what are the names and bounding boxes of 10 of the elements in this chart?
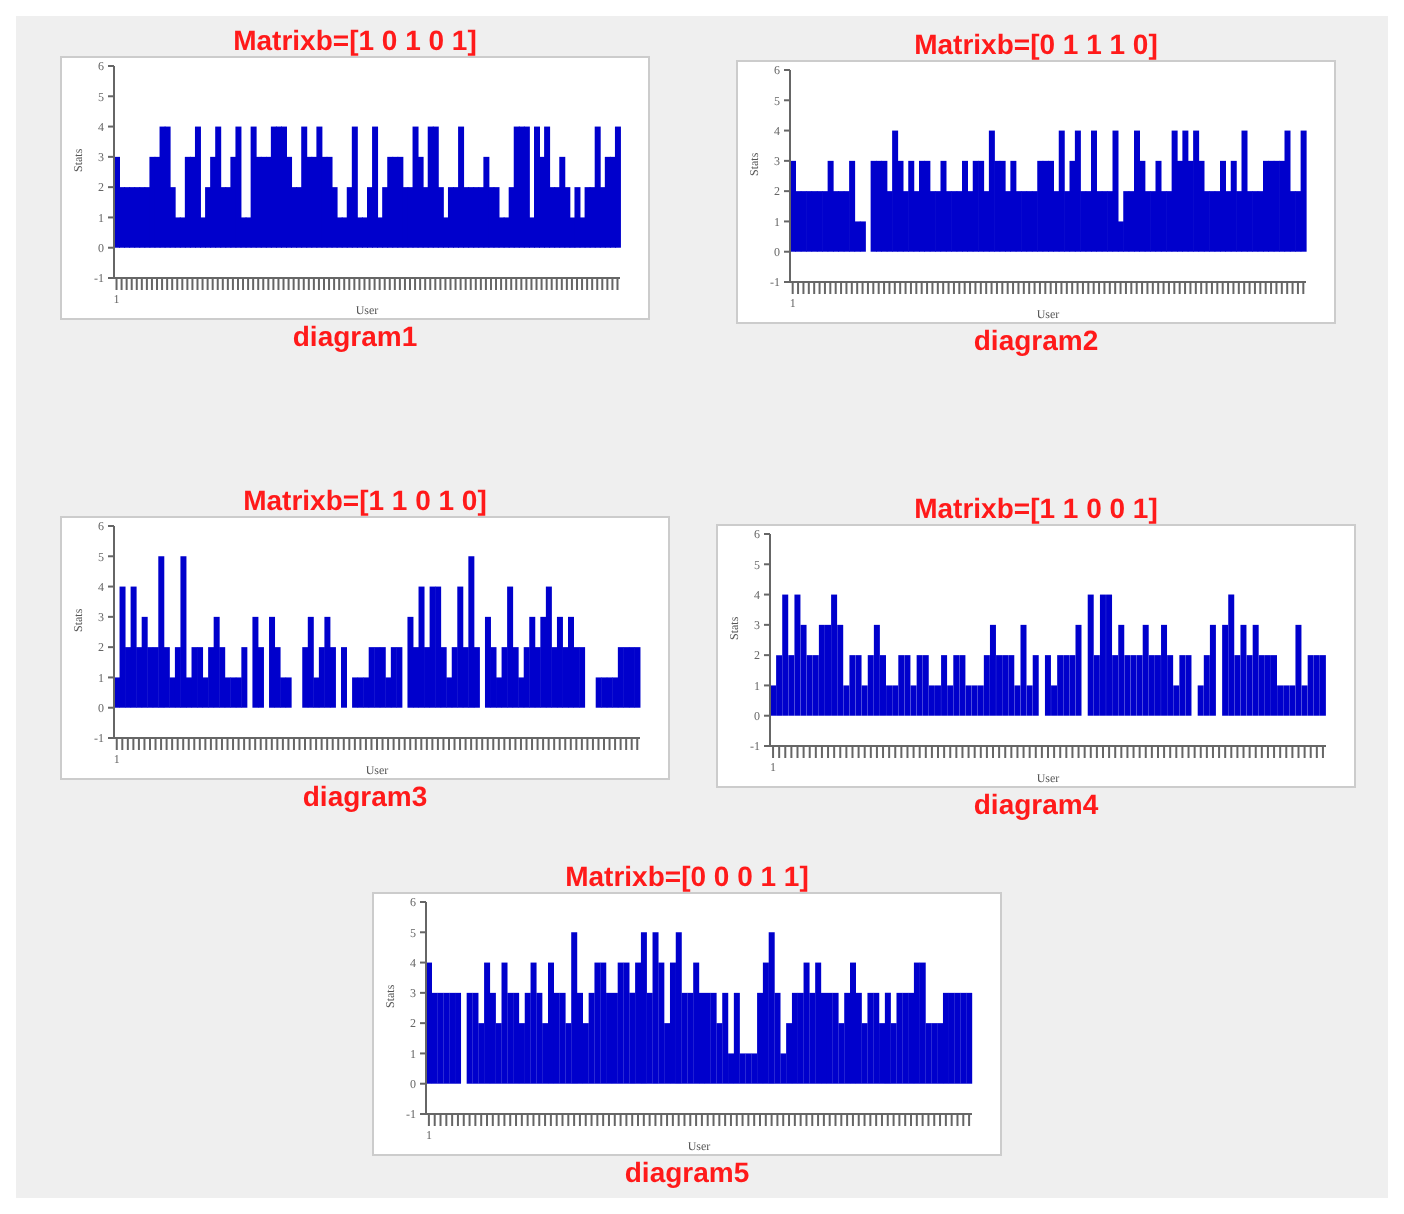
text: diagram2 (971, 324, 1101, 356)
text: diagram3 (300, 780, 430, 812)
chart-title: Matrixb=[1 0 1 0 1] (231, 24, 479, 56)
chart-title: Matrixb=[0 1 1 1 0] (912, 28, 1160, 60)
chart-title: Matrixb=[1 1 0 1 0] (241, 484, 489, 516)
text: diagram4 (971, 788, 1101, 820)
chart-title: Matrixb=[0 0 0 1 1] (563, 860, 811, 892)
text: diagram1 (290, 320, 420, 352)
text: diagram5 (622, 1156, 752, 1188)
chart-title: Matrixb=[1 1 0 0 1] (912, 492, 1160, 524)
